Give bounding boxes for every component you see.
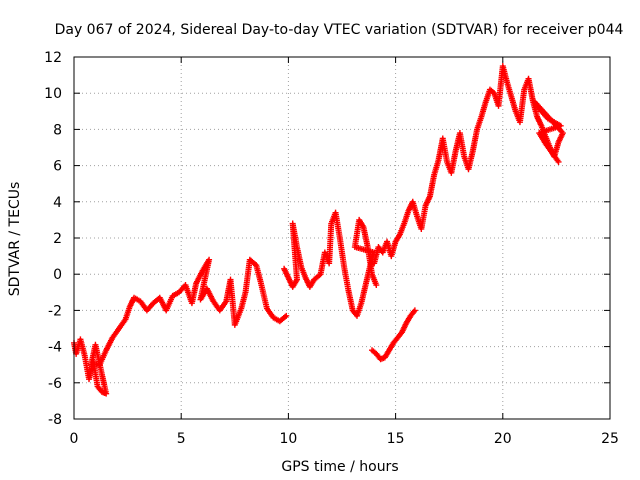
x-tick-label: 25 [601,431,619,447]
y-tick-label: 2 [53,231,62,247]
x-axis-label: GPS time / hours [281,459,398,475]
y-tick-label: 8 [53,122,62,138]
data-point [555,158,562,165]
x-tick-label: 20 [494,431,512,447]
y-tick-label: -4 [48,340,62,356]
series-arc-early [71,256,290,397]
plot-frame [73,56,611,420]
y-tick-label: -2 [48,303,62,319]
data-point [411,307,418,314]
x-tick-label: 0 [70,431,79,447]
data-points [71,63,566,397]
y-tick-label: -8 [48,412,62,428]
data-point [283,312,290,319]
y-axis-label: SDTVAR / TECUs [7,182,23,297]
data-point [373,282,380,289]
y-tick-label: 12 [44,50,62,66]
series-arc-mid [281,209,380,319]
y-tick-label: 0 [53,267,62,283]
y-tick-label: 4 [53,195,62,211]
series-arc-short [369,307,418,363]
x-tick-label: 15 [387,431,405,447]
x-tick-label: 10 [279,431,297,447]
data-point [281,313,288,320]
x-tick-label: 5 [177,431,186,447]
y-tick-label: 10 [44,86,62,102]
series-arc-late [371,63,566,267]
chart-title: Day 067 of 2024, Sidereal Day-to-day VTE… [55,22,624,38]
y-tick-label: 6 [53,159,62,175]
y-tick-label: -6 [48,376,62,392]
